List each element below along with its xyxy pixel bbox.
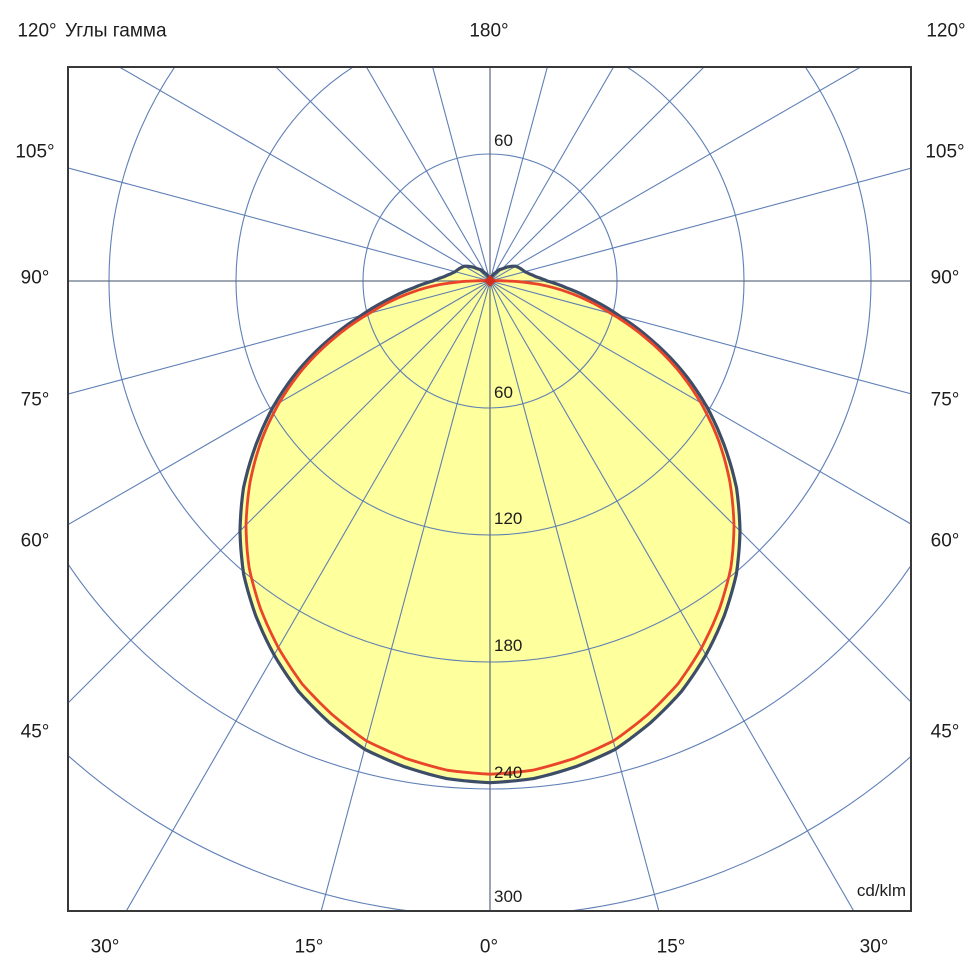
grid-radial-line-15: [489, 280, 660, 911]
gamma-label-bottom-left-30: 30°: [90, 936, 120, 958]
gamma-corner-label-top-right: 120°: [926, 20, 966, 42]
gamma-label-right-45: 45°: [930, 721, 960, 743]
intensity-curves: [238, 264, 742, 785]
grid-radial-line-300: [68, 280, 491, 526]
grid-radial-line-120: [489, 67, 862, 282]
grid-radial-line-345: [320, 280, 491, 911]
gamma-label-left-75: 75°: [20, 389, 50, 411]
gamma-label-left-105: 105°: [15, 141, 55, 163]
grid-radial-line-315: [68, 280, 491, 704]
gamma-label-top-center: 180°: [469, 20, 509, 42]
gamma-corner-label-top-left: 120°: [17, 20, 57, 42]
chart-title: Углы гамма: [65, 20, 167, 42]
grid-radial-line-75: [489, 280, 911, 395]
gamma-label-left-60: 60°: [20, 530, 50, 552]
grid-radial-line-60: [489, 280, 911, 525]
gamma-label-left-90: 90°: [20, 267, 50, 289]
grid-radial-line-210: [365, 67, 491, 282]
gamma-label-bottom-right-15: 15°: [656, 936, 686, 958]
gamma-label-right-90: 90°: [930, 267, 960, 289]
grid-radial-line-150: [489, 67, 615, 282]
radial-scale-label-240: 240: [494, 763, 522, 782]
gamma-label-right-105: 105°: [925, 141, 965, 163]
grid-radial-line-135: [489, 67, 705, 282]
gamma-label-right-60: 60°: [930, 530, 960, 552]
gamma-label-bottom-0: 0°: [479, 936, 499, 958]
radial-scale-label-180: 180: [494, 636, 522, 655]
radial-scale-label-120: 120: [494, 509, 522, 528]
grid-radial-line-195: [432, 67, 491, 282]
pole-marker: [484, 275, 496, 287]
grid-radial-line-105: [489, 167, 911, 282]
grid-radial-line-240: [118, 67, 491, 282]
blue-curve: [238, 264, 742, 785]
grid-radial-line-255: [68, 167, 491, 282]
grid-radial-line-225: [275, 67, 491, 282]
grid-radial-line-45: [489, 280, 911, 703]
gamma-label-bottom-left-15: 15°: [294, 936, 324, 958]
plot-frame: [67, 66, 912, 912]
grid-radial-line-30: [489, 280, 855, 911]
grid-radial-line-285: [68, 280, 491, 395]
gamma-label-bottom-right-30: 30°: [859, 936, 889, 958]
radial-scale-label-upper-60: 60: [494, 131, 513, 150]
gamma-label-right-75: 75°: [930, 389, 960, 411]
unit-label: cd/klm: [857, 881, 906, 900]
red-curve: [244, 279, 736, 776]
radial-scale-label-300: 300: [494, 887, 522, 906]
radial-scale-label-60: 60: [494, 383, 513, 402]
grid-radial-line-165: [489, 67, 548, 282]
gamma-label-left-45: 45°: [20, 721, 50, 743]
grid-radial-line-330: [125, 280, 491, 911]
